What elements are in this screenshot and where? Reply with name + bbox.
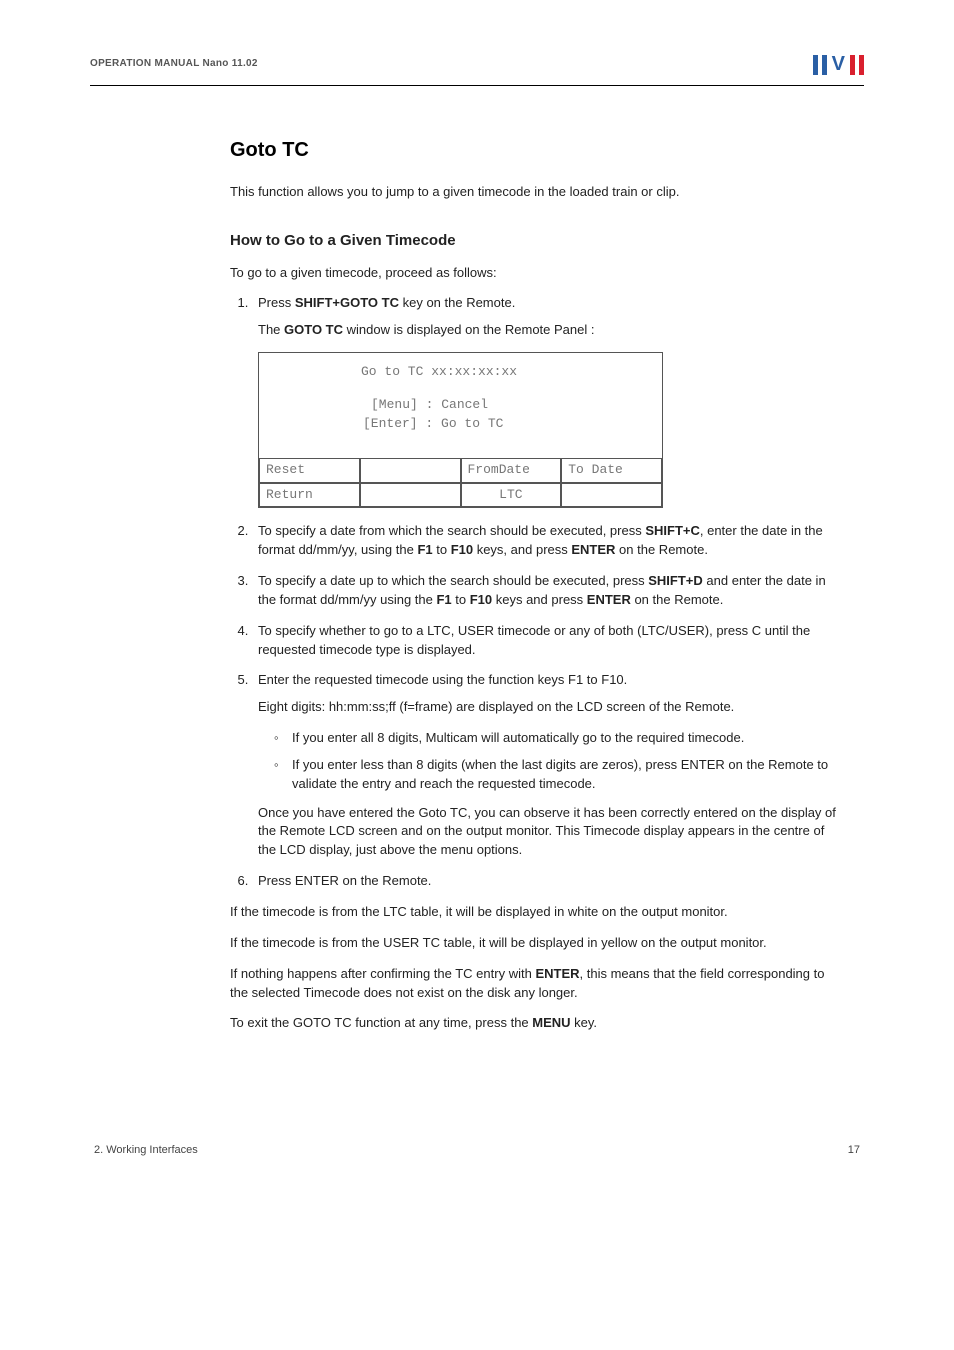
txt: To exit the GOTO TC function at any time… — [230, 1015, 532, 1030]
txt: To specify a date from which the search … — [258, 523, 645, 538]
step-5-sub2: If you enter less than 8 digits (when th… — [274, 756, 844, 794]
footer-page-number: 17 — [848, 1143, 860, 1159]
section-title: Goto TC — [230, 136, 844, 165]
kbd-f1: F1 — [417, 542, 432, 557]
intro-paragraph: This function allows you to jump to a gi… — [230, 183, 844, 202]
step-4: To specify whether to go to a LTC, USER … — [252, 622, 844, 660]
step-list: Press SHIFT+GOTO TC key on the Remote. T… — [252, 294, 844, 891]
step-5-sub1: If you enter all 8 digits, Multicam will… — [274, 729, 844, 748]
txt: Press — [258, 295, 295, 310]
evs-logo: V — [813, 50, 864, 79]
kbd-shift-goto: SHIFT+GOTO TC — [295, 295, 399, 310]
txt: to — [452, 592, 470, 607]
txt: on the Remote. — [615, 542, 708, 557]
step-1-sub: The GOTO TC window is displayed on the R… — [258, 321, 844, 340]
content-area: Goto TC This function allows you to jump… — [230, 136, 844, 1033]
step-5b: Eight digits: hh:mm:ss;ff (f=frame) are … — [258, 698, 844, 717]
logo-bar-left — [813, 55, 818, 75]
panel-row-1: Reset FromDate To Date — [259, 458, 662, 483]
txt: on the Remote. — [631, 592, 724, 607]
panel-line1: Go to TC xx:xx:xx:xx — [271, 363, 650, 382]
step-5c: Once you have entered the Goto TC, you c… — [258, 804, 844, 861]
panel-ltc-button[interactable]: LTC — [461, 483, 562, 508]
kbd-f10: F10 — [451, 542, 473, 557]
remote-panel: Go to TC xx:xx:xx:xx [Menu] : Cancel [En… — [258, 352, 663, 508]
txt: window is displayed on the Remote Panel … — [343, 322, 594, 337]
panel-empty-3 — [561, 483, 662, 508]
tail-p4: To exit the GOTO TC function at any time… — [230, 1014, 844, 1033]
footer-section: 2. Working Interfaces — [94, 1143, 198, 1159]
panel-line2: [Menu] : Cancel — [271, 396, 650, 415]
panel-screen: Go to TC xx:xx:xx:xx [Menu] : Cancel [En… — [259, 353, 662, 458]
page-footer: 2. Working Interfaces 17 — [90, 1143, 864, 1159]
step-6: Press ENTER on the Remote. — [252, 872, 844, 891]
tail-p2: If the timecode is from the USER TC tabl… — [230, 934, 844, 953]
kbd-enter: ENTER — [571, 542, 615, 557]
txt: The — [258, 322, 284, 337]
step-1-text: Press SHIFT+GOTO TC key on the Remote. — [258, 294, 844, 313]
step-2: To specify a date from which the search … — [252, 522, 844, 560]
logo-v-icon: V — [831, 50, 846, 79]
panel-empty-1 — [360, 458, 461, 483]
tail-p3: If nothing happens after confirming the … — [230, 965, 844, 1003]
txt: keys and press — [492, 592, 587, 607]
panel-empty-2 — [360, 483, 461, 508]
kbd-shift-d: SHIFT+D — [648, 573, 703, 588]
panel-return-button[interactable]: Return — [259, 483, 360, 508]
logo-bar-right — [850, 55, 855, 75]
txt: keys, and press — [473, 542, 571, 557]
kbd-enter: ENTER — [535, 966, 579, 981]
txt: key on the Remote. — [399, 295, 515, 310]
txt: If nothing happens after confirming the … — [230, 966, 535, 981]
kbd-menu: MENU — [532, 1015, 570, 1030]
kbd-f10: F10 — [470, 592, 492, 607]
step-5a: Enter the requested timecode using the f… — [258, 671, 844, 690]
step-5: Enter the requested timecode using the f… — [252, 671, 844, 860]
kbd-enter: ENTER — [587, 592, 631, 607]
howto-intro: To go to a given timecode, proceed as fo… — [230, 264, 844, 283]
logo-bar-right2 — [859, 55, 864, 75]
goto-tc-label: GOTO TC — [284, 322, 343, 337]
panel-line3: [Enter] : Go to TC — [271, 415, 650, 434]
step-1: Press SHIFT+GOTO TC key on the Remote. T… — [252, 294, 844, 508]
kbd-shift-c: SHIFT+C — [645, 523, 700, 538]
step-5-sublist: If you enter all 8 digits, Multicam will… — [274, 729, 844, 794]
kbd-f1: F1 — [436, 592, 451, 607]
txt: To specify a date up to which the search… — [258, 573, 648, 588]
panel-reset-button[interactable]: Reset — [259, 458, 360, 483]
panel-todate-button[interactable]: To Date — [561, 458, 662, 483]
panel-fromdate-button[interactable]: FromDate — [461, 458, 562, 483]
page-header: OPERATION MANUAL Nano 11.02 V — [90, 50, 864, 86]
manual-title: OPERATION MANUAL Nano 11.02 — [90, 57, 258, 72]
logo-bar-left2 — [822, 55, 827, 75]
txt: to — [433, 542, 451, 557]
panel-row-2: Return LTC — [259, 483, 662, 508]
txt: key. — [571, 1015, 598, 1030]
howto-heading: How to Go to a Given Timecode — [230, 230, 844, 252]
step-3: To specify a date up to which the search… — [252, 572, 844, 610]
tail-p1: If the timecode is from the LTC table, i… — [230, 903, 844, 922]
